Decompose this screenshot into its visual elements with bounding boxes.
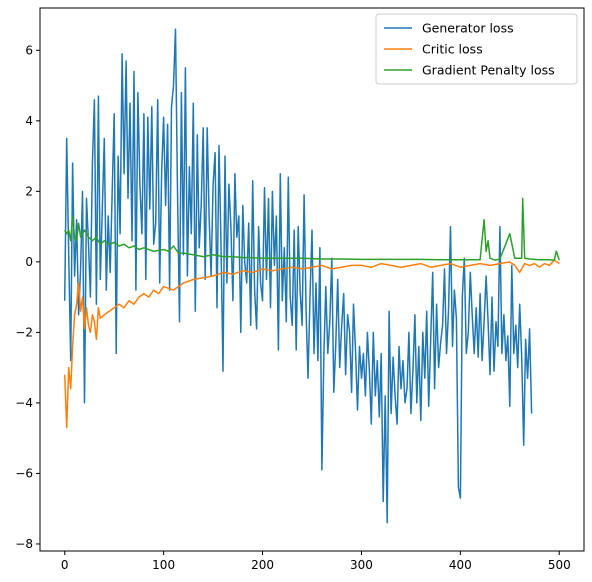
plot-lines <box>63 28 561 524</box>
series-line-gradient-penalty-loss <box>64 197 561 261</box>
x-tick-label: 0 <box>61 558 69 572</box>
y-tick-label: −2 <box>15 325 33 339</box>
series-line-generator-loss <box>63 28 533 524</box>
y-tick-label: 2 <box>25 184 33 198</box>
y-tick-label: −8 <box>15 537 33 551</box>
x-tick-label: 100 <box>152 558 175 572</box>
x-tick-label: 300 <box>350 558 373 572</box>
x-tick-label: 500 <box>548 558 571 572</box>
x-tick-label: 400 <box>449 558 472 572</box>
y-tick-label: 0 <box>25 255 33 269</box>
y-tick-label: 4 <box>25 114 33 128</box>
y-tick-label: −6 <box>15 466 33 480</box>
legend-label: Gradient Penalty loss <box>422 63 555 78</box>
legend-box <box>375 13 578 85</box>
x-axis: 0 100 200 300 400 500 <box>61 551 571 572</box>
legend-label: Generator loss <box>422 21 514 36</box>
legend: Generator loss Critic loss Gradient Penalt… <box>375 13 578 85</box>
y-tick-label: 6 <box>25 43 33 57</box>
plot-frame <box>39 7 585 552</box>
y-tick-label: −4 <box>15 396 33 410</box>
legend-label: Critic loss <box>422 42 483 57</box>
y-axis: −8 −6 −4 −2 0 2 4 6 <box>15 43 40 551</box>
series-line-critic-loss <box>63 259 560 429</box>
x-tick-label: 200 <box>251 558 274 572</box>
